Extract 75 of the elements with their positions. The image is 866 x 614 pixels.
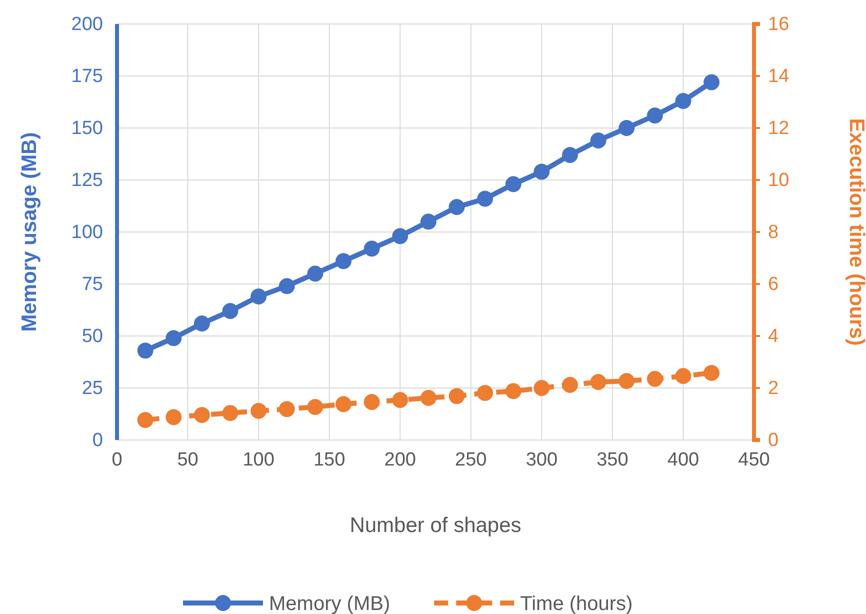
point xyxy=(307,399,324,415)
legend-label: Memory (MB) xyxy=(269,593,390,614)
x-tick-label: 300 xyxy=(526,449,558,470)
y2-tick-label: 8 xyxy=(768,222,779,244)
point xyxy=(307,266,324,282)
x-tick-label: 350 xyxy=(596,449,628,470)
y2-tick-label: 2 xyxy=(768,378,779,400)
y-tick-label: 25 xyxy=(82,378,103,400)
y-tick-label: 175 xyxy=(71,66,103,88)
y-tick-label: 125 xyxy=(71,170,103,192)
point xyxy=(562,147,578,164)
y-tick-label: 150 xyxy=(71,118,103,140)
point xyxy=(618,373,635,389)
point xyxy=(392,228,408,244)
point xyxy=(590,374,606,390)
point xyxy=(137,412,154,428)
y2-tick-label: 10 xyxy=(768,170,790,192)
point xyxy=(194,407,210,424)
point xyxy=(137,342,154,359)
y2-tick-label: 12 xyxy=(768,118,790,140)
point xyxy=(505,176,522,192)
x-tick-label: 0 xyxy=(112,449,122,470)
y2-tick-label: 4 xyxy=(768,326,779,348)
point xyxy=(194,316,210,332)
point xyxy=(675,92,692,109)
point xyxy=(590,132,606,148)
point xyxy=(166,409,182,426)
point xyxy=(646,108,663,124)
x-tick-label: 450 xyxy=(738,449,770,470)
x-tick-label: 200 xyxy=(384,449,416,470)
point xyxy=(675,368,692,384)
y-tick-label: 100 xyxy=(71,222,103,244)
point xyxy=(336,253,352,270)
point xyxy=(704,74,720,90)
point xyxy=(364,394,380,410)
y-tick-label: 75 xyxy=(82,274,103,296)
point xyxy=(336,396,352,412)
x-tick-label: 150 xyxy=(313,449,346,470)
point xyxy=(477,384,494,401)
point xyxy=(534,380,550,396)
x-tick-label: 250 xyxy=(455,449,487,470)
point xyxy=(222,404,238,421)
y2-axis-title: Execution time (hours) xyxy=(845,118,866,346)
y2-tick-label: 16 xyxy=(768,14,790,36)
point xyxy=(448,388,465,404)
point xyxy=(392,392,408,408)
point xyxy=(250,402,267,419)
y2-tick-label: 0 xyxy=(768,430,779,452)
legend-label: Time (hours) xyxy=(520,593,633,614)
point xyxy=(278,278,295,294)
point xyxy=(704,364,720,381)
point xyxy=(166,330,182,346)
point xyxy=(534,164,550,180)
point xyxy=(250,288,267,304)
point xyxy=(562,376,578,393)
y2-tick-label: 14 xyxy=(768,66,790,88)
point xyxy=(618,120,635,136)
y-tick-label: 0 xyxy=(92,430,103,452)
y-axis-title: Memory usage (MB) xyxy=(18,132,41,332)
point xyxy=(448,199,465,216)
x-tick-label: 50 xyxy=(177,449,198,470)
point xyxy=(646,370,663,387)
y2-tick-label: 6 xyxy=(768,274,779,296)
y-tick-label: 200 xyxy=(71,14,103,36)
point xyxy=(420,214,436,230)
x-axis-title: Number of shapes xyxy=(350,514,522,537)
point xyxy=(364,240,380,257)
point xyxy=(278,401,295,418)
point xyxy=(222,303,238,320)
point xyxy=(477,190,494,207)
point xyxy=(505,383,522,400)
x-tick-label: 400 xyxy=(667,449,700,470)
x-tick-label: 100 xyxy=(242,449,274,470)
point xyxy=(420,390,436,406)
y-tick-label: 50 xyxy=(82,326,103,348)
